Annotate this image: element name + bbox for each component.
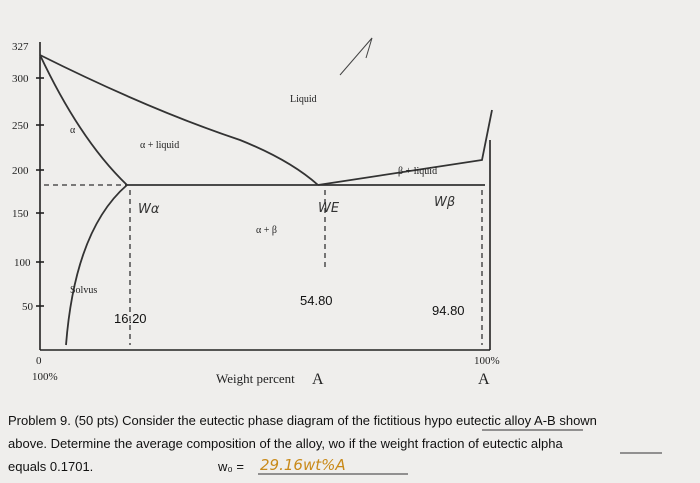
x-axis-label: Weight percent — [216, 371, 295, 386]
handwritten-note: Wβ — [434, 195, 455, 210]
composition-label: 16.20 — [114, 311, 147, 326]
right-letter: A — [478, 371, 490, 388]
y-tick-label: 150 — [12, 208, 29, 220]
handwritten-note: WE — [318, 201, 340, 216]
liquidus-left — [39, 54, 319, 186]
region-label: Solvus — [70, 285, 97, 296]
y-tick-label: 100 — [14, 257, 31, 269]
liquidus-right — [317, 109, 493, 186]
y-tick-label: 327 — [12, 41, 29, 53]
problem-line: above. Determine the average composition… — [8, 436, 564, 451]
region-label: β + liquid — [398, 166, 437, 177]
handwritten-note: Wα — [138, 202, 160, 217]
y-tick-label: 200 — [12, 165, 29, 177]
solvus-curve — [65, 184, 128, 346]
answer-label: w₀ = — [217, 459, 244, 474]
composition-label: 54.80 — [300, 293, 333, 308]
x-axis-letter: A — [312, 371, 324, 388]
answer: 29.16wt%A — [260, 456, 346, 474]
pen-mark — [339, 37, 373, 76]
composition-label: 94.80 — [432, 303, 465, 318]
problem-line: Problem 9. (50 pts) Consider the eutecti… — [8, 413, 597, 428]
region-label: α — [70, 125, 76, 136]
x-left-label: 100% — [32, 371, 58, 383]
x-right-label: 100% — [474, 355, 500, 367]
y-tick-label: 50 — [22, 301, 34, 313]
y-tick-marks — [36, 77, 44, 307]
y-tick-label: 300 — [12, 73, 29, 85]
solidus — [39, 54, 128, 186]
y-tick-label: 0 — [36, 355, 42, 367]
region-label: α + β — [256, 225, 277, 236]
problem-line: equals 0.1701. — [8, 459, 93, 474]
region-label: α + liquid — [140, 140, 179, 151]
region-label: Liquid — [290, 94, 317, 105]
y-tick-label: 250 — [12, 120, 29, 132]
